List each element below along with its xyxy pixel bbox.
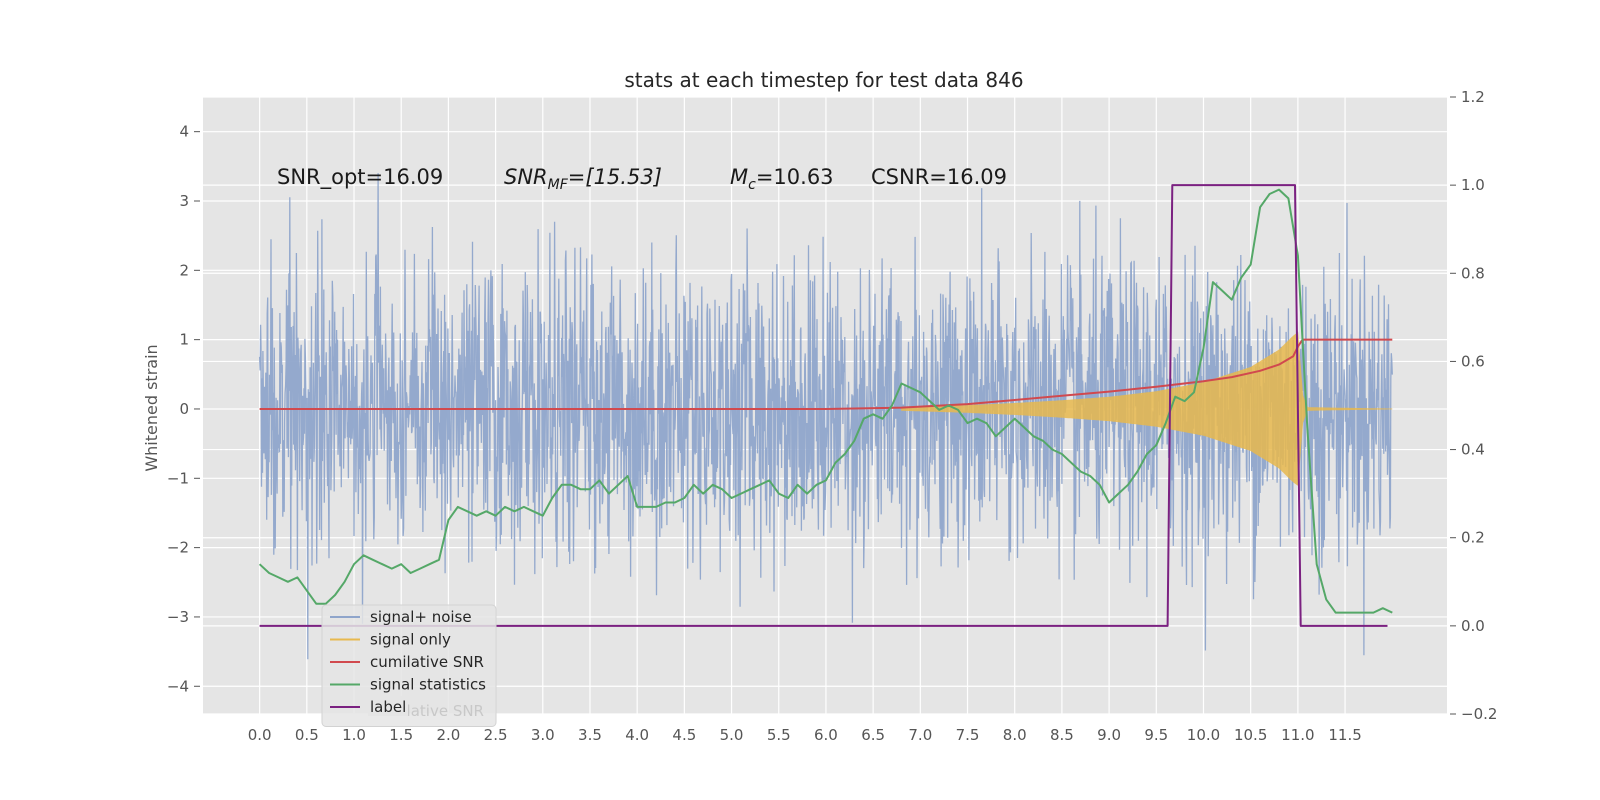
x-tick-label: 11.5 bbox=[1328, 726, 1361, 744]
y-tick-label: 1 bbox=[179, 331, 189, 349]
x-tick-label: 7.0 bbox=[908, 726, 932, 744]
legend-label: signal+ noise bbox=[370, 608, 472, 626]
snr-mf-annotation: SNRMF=[15.53] bbox=[504, 165, 662, 193]
x-tick-label: 9.5 bbox=[1144, 726, 1168, 744]
y-tick-label: −1 bbox=[167, 469, 189, 487]
y-axis-label: Whitened strain bbox=[142, 344, 161, 471]
y-tick-label: 3 bbox=[179, 192, 189, 210]
x-tick-label: 4.0 bbox=[625, 726, 649, 744]
y-tick-label: 4 bbox=[179, 123, 189, 141]
legend-label-backdrop bbox=[368, 696, 408, 716]
x-tick-label: 2.5 bbox=[484, 726, 508, 744]
mc-subscript: c bbox=[748, 177, 756, 193]
stats-annotations: SNR_opt=16.09 SNRMF=[15.53] Mc=10.63 CSN… bbox=[277, 165, 1007, 193]
legend-label: cumilative SNR bbox=[370, 653, 484, 671]
chirp-mass-annotation: Mc=10.63 bbox=[730, 165, 834, 193]
x-tick-label: 4.5 bbox=[672, 726, 696, 744]
x-tick-label: 3.5 bbox=[578, 726, 602, 744]
x-tick-label: 2.0 bbox=[436, 726, 460, 744]
x-tick-label: 8.5 bbox=[1050, 726, 1074, 744]
y2-tick-label: −0.2 bbox=[1461, 705, 1497, 723]
x-tick-label: 11.0 bbox=[1281, 726, 1314, 744]
series-signal-only bbox=[901, 332, 1393, 486]
x-tick-label: 5.5 bbox=[767, 726, 791, 744]
x-tick-label: 10.5 bbox=[1234, 726, 1267, 744]
snr-mf-subscript: MF bbox=[548, 177, 569, 193]
x-tick-label: 8.0 bbox=[1003, 726, 1027, 744]
x-tick-label: 3.0 bbox=[531, 726, 555, 744]
plot-content bbox=[258, 173, 1393, 660]
y-tick-label: −2 bbox=[167, 539, 189, 557]
chart-title: stats at each timestep for test data 846 bbox=[624, 68, 1023, 92]
y-tick-label: 0 bbox=[179, 400, 189, 418]
x-tick-label: 1.0 bbox=[342, 726, 366, 744]
mc-symbol: M bbox=[730, 165, 748, 189]
legend-label: label bbox=[370, 698, 406, 716]
y2-tick-label: 0.0 bbox=[1461, 617, 1485, 635]
series-signal-statistics bbox=[258, 188, 1393, 614]
snr-opt-annotation: SNR_opt=16.09 bbox=[277, 165, 443, 190]
x-tick-label: 0.0 bbox=[248, 726, 272, 744]
x-tick-label: 9.0 bbox=[1097, 726, 1121, 744]
snr-mf-symbol: SNR bbox=[504, 165, 548, 189]
legend-label: signal statistics bbox=[370, 676, 486, 694]
x-tick-label: 5.0 bbox=[720, 726, 744, 744]
x-tick-label: 6.5 bbox=[861, 726, 885, 744]
y2-tick-label: 0.8 bbox=[1461, 264, 1485, 282]
mc-value: =10.63 bbox=[756, 165, 834, 189]
legend-label: signal only bbox=[370, 631, 451, 649]
x-tick-label: 1.5 bbox=[389, 726, 413, 744]
x-tick-label: 0.5 bbox=[295, 726, 319, 744]
y2-tick-label: 1.2 bbox=[1461, 88, 1485, 106]
x-tick-label: 7.5 bbox=[956, 726, 980, 744]
x-tick-label: 10.0 bbox=[1187, 726, 1220, 744]
snr-mf-value: =[15.53] bbox=[568, 165, 662, 189]
y2-tick-label: 1.0 bbox=[1461, 176, 1485, 194]
axes: 0.0 0.5 1.0 1.5 2.0 2.5 3.0 3.5 4.0 4.5 5.0 5.5 6.0 6… bbox=[167, 88, 1498, 744]
y-tick-label: 2 bbox=[179, 261, 189, 279]
series-signal-noise bbox=[258, 173, 1393, 660]
y-tick-label: −3 bbox=[167, 608, 189, 626]
x-tick-label: 6.0 bbox=[814, 726, 838, 744]
y-tick-label: −4 bbox=[167, 677, 189, 695]
y2-tick-label: 0.2 bbox=[1461, 529, 1485, 547]
legend-box bbox=[321, 604, 497, 727]
y2-tick-label: 0.6 bbox=[1461, 352, 1485, 370]
y2-tick-label: 0.4 bbox=[1461, 441, 1485, 459]
series-label bbox=[259, 184, 1388, 627]
csnr-annotation: CSNR=16.09 bbox=[871, 165, 1007, 189]
